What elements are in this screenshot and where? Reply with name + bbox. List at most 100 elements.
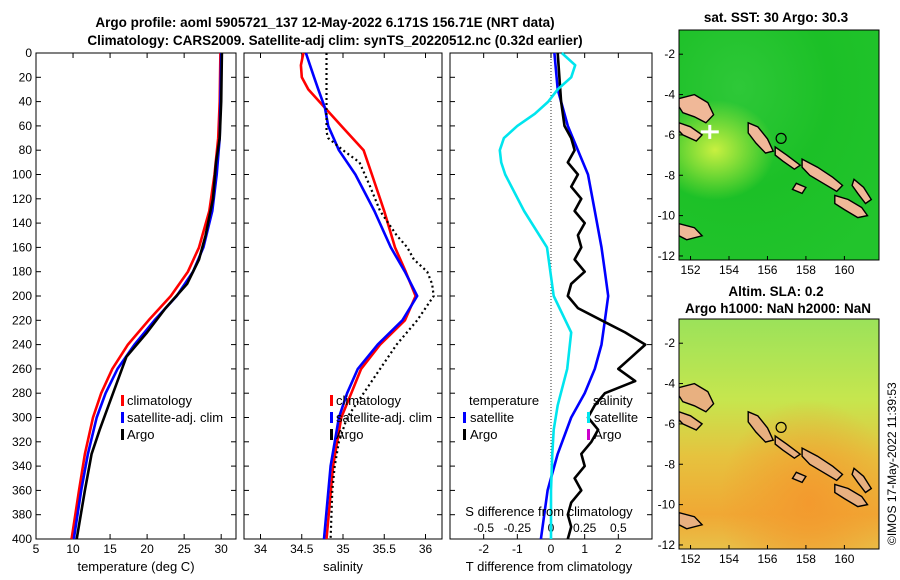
y-tick-label: 100	[12, 168, 32, 182]
map-y-tick-label: -12	[658, 538, 676, 552]
difference-legend: temperature satellite Argo salinity sate…	[463, 393, 638, 442]
y-tick-label: 400	[12, 532, 32, 546]
x2-tick-label: 0.25	[573, 521, 597, 535]
y-tick-label: 380	[12, 508, 32, 522]
series-line-satellite-adj-clim	[72, 52, 223, 540]
y-tick-label: 80	[19, 143, 33, 157]
land-polygon	[791, 471, 807, 484]
map-x-tick-label: 156	[757, 263, 777, 277]
map-y-tick-label: -4	[664, 88, 675, 102]
legend-label-s-satellite: satellite	[594, 410, 638, 425]
legend-marker-t-satellite	[463, 412, 466, 423]
x-tick-label: 34	[254, 542, 268, 556]
y-tick-label: 160	[12, 240, 32, 254]
map-x-tick-label: 160	[834, 263, 854, 277]
x-tick-label: 2	[615, 542, 622, 556]
sla-map-frame	[678, 318, 880, 550]
difference-plot: -2 -1 0 1 2-0.5 -0.25 0 0.25 0.5	[450, 52, 652, 556]
x2-tick-label: 0.5	[610, 521, 627, 535]
x-tick-label: 1	[581, 542, 588, 556]
map-x-tick-label: 154	[719, 552, 739, 566]
x-tick-label: 35	[336, 542, 350, 556]
sst-map-image	[679, 30, 879, 260]
map-y-tick-label: -6	[664, 417, 675, 431]
series-line-climatology	[299, 52, 417, 540]
legend-marker-s-argo	[587, 429, 590, 440]
y-tick-label: 60	[19, 119, 33, 133]
legend-label-climatology: climatology	[127, 393, 193, 408]
legend-label-satellite: satellite-adj. clim	[127, 410, 223, 425]
x2-tick-label: -0.25	[504, 521, 532, 535]
legend-marker-s-satellite	[587, 412, 590, 423]
series-line-satellite-adj-clim	[304, 52, 419, 540]
y-tick-label: 260	[12, 362, 32, 376]
map-y-tick-label: -2	[664, 336, 675, 350]
map-x-tick-label: 152	[681, 552, 701, 566]
x-tick-label: 15	[103, 542, 117, 556]
x-tick-label: 30	[215, 542, 229, 556]
legend-label-argo: Argo	[336, 427, 363, 442]
legend-label-temperature: temperature	[469, 393, 539, 408]
sla-map-image	[679, 319, 879, 549]
map-x-tick-label: 156	[757, 552, 777, 566]
map-x-tick-label: 152	[681, 263, 701, 277]
legend-label-salinity: salinity	[593, 393, 633, 408]
legend-marker-t-argo	[463, 429, 466, 440]
map-x-tick-label: 158	[796, 263, 816, 277]
temperature-plot: 5 10 15 20 25 3002040608010012014016018020022…	[12, 46, 236, 556]
legend-label-t-argo: Argo	[470, 427, 497, 442]
sla-high-patch	[679, 319, 879, 549]
x-tick-label: 5	[33, 542, 40, 556]
y-tick-label: 180	[12, 265, 32, 279]
land-polygon	[679, 411, 704, 431]
land-polygon	[774, 145, 802, 171]
sst-coastline	[679, 93, 873, 241]
land-polygon	[679, 93, 715, 124]
legend-label-t-satellite: satellite	[470, 410, 514, 425]
series-line-s-satellite	[498, 52, 577, 539]
timestamp: ©IMOS 17-May-2022 11:39:53	[885, 382, 899, 545]
sla-map-title-line2: Argo h1000: NaN h2000: NaN	[685, 301, 871, 316]
map-x-tick-label: 158	[796, 552, 816, 566]
x-tick-label: 34.5	[290, 542, 314, 556]
figure-title-line1: Argo profile: aoml 5905721_137 12-May-20…	[95, 15, 554, 30]
map-y-tick-label: -2	[664, 47, 675, 61]
map-y-tick-label: -8	[664, 168, 675, 182]
sst-map-frame	[678, 29, 880, 261]
x-tick-label: 10	[66, 542, 80, 556]
y-tick-label: 300	[12, 411, 32, 425]
land-polygon	[679, 222, 704, 241]
land-polygon	[851, 178, 873, 205]
land-polygon	[834, 483, 869, 508]
land-polygon	[801, 446, 844, 482]
land-polygon	[834, 194, 869, 219]
temperature-xlabel: temperature (deg C)	[77, 559, 194, 574]
sst-map-axes: 152 154 156 158 160 -2 -4 -6 -8 -10 -12	[658, 47, 855, 277]
temperature-axes	[35, 52, 237, 540]
legend-label-climatology: climatology	[336, 393, 402, 408]
legend-marker-satellite	[121, 412, 124, 423]
y-tick-label: 240	[12, 338, 32, 352]
map-y-tick-label: -8	[664, 457, 675, 471]
profile-location-marker	[775, 421, 787, 433]
legend-marker-climatology	[330, 395, 333, 406]
legend-label-satellite: satellite-adj. clim	[336, 410, 432, 425]
legend-label-s-argo: Argo	[594, 427, 621, 442]
series-line-climatology	[70, 52, 222, 540]
land-polygon	[791, 182, 807, 195]
salinity-legend: climatology satellite-adj. clim Argo	[330, 393, 432, 442]
map-y-tick-label: -6	[664, 128, 675, 142]
sla-map-axes: 152 154 156 158 160 -2 -4 -6 -8 -10 -12	[658, 336, 855, 566]
difference-xlabel: T difference from climatology	[466, 559, 633, 574]
x-tick-label: -1	[512, 542, 523, 556]
x-tick-label: 35.5	[373, 542, 397, 556]
legend-marker-satellite	[330, 412, 333, 423]
x2-tick-label: -0.5	[473, 521, 494, 535]
land-polygon	[747, 121, 775, 154]
legend-label-argo: Argo	[127, 427, 154, 442]
y-tick-label: 40	[19, 95, 33, 109]
series-line-argo	[325, 53, 435, 540]
y-tick-label: 200	[12, 289, 32, 303]
land-polygon	[774, 434, 802, 460]
figure-title-line2: Climatology: CARS2009. Satellite-adj cli…	[87, 33, 582, 48]
